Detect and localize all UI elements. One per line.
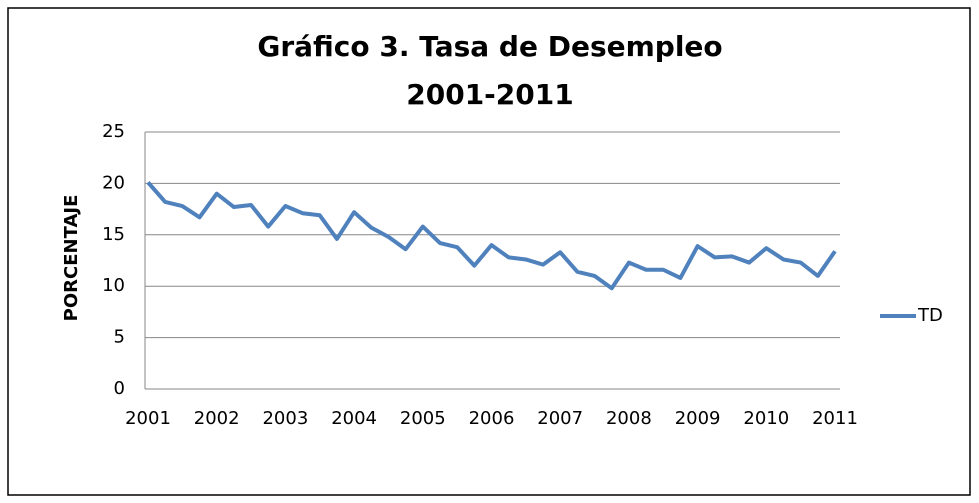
y-axis-label: PORCENTAJE (61, 195, 82, 322)
y-tick-label: 25 (102, 121, 125, 142)
y-tick-label: 5 (114, 327, 125, 348)
x-tick-label: 2001 (125, 408, 171, 429)
x-tick-label: 2011 (812, 408, 858, 429)
x-tick-label: 2010 (743, 408, 789, 429)
chart-subtitle: 2001-2011 (406, 78, 573, 111)
x-tick-label: 2009 (675, 408, 721, 429)
data-line (146, 181, 837, 291)
chart-title: Gráfico 3. Tasa de Desempleo (257, 30, 722, 63)
x-tick-label: 2006 (469, 408, 515, 429)
y-tick-label: 10 (102, 275, 125, 296)
x-tick-label: 2005 (400, 408, 446, 429)
legend-label: TD (917, 305, 943, 326)
x-tick-label: 2003 (262, 408, 308, 429)
y-tick-label: 15 (102, 224, 125, 245)
x-tick-label: 2002 (194, 408, 240, 429)
y-tick-label: 0 (114, 378, 125, 399)
chart-frame (7, 7, 971, 496)
x-tick-label: 2007 (537, 408, 583, 429)
x-tick-label: 2008 (606, 408, 652, 429)
x-tick-label: 2004 (331, 408, 377, 429)
y-tick-label: 20 (102, 172, 125, 193)
